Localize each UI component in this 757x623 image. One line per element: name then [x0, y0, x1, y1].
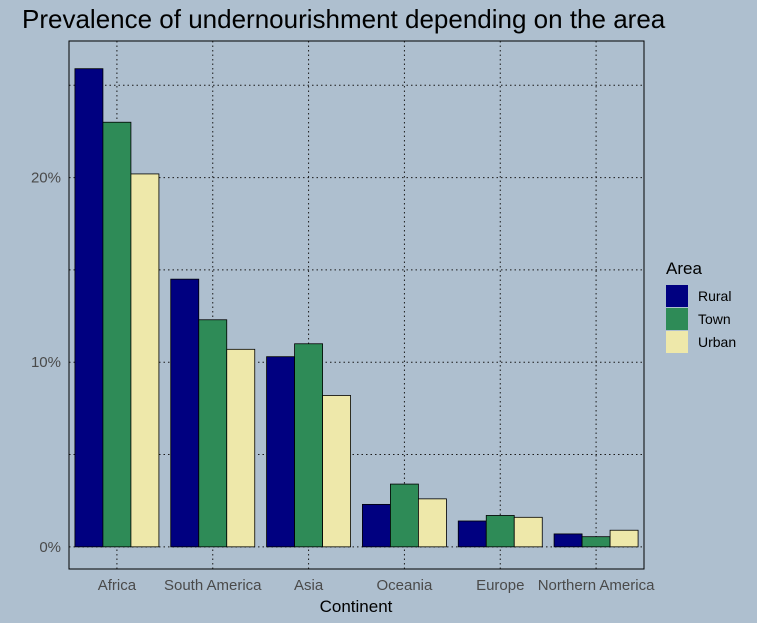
x-tick-label: Oceania	[376, 577, 433, 594]
plot-area: 0% 10% 20% Africa South America Asia Oceania Eu…	[31, 40, 655, 594]
bar-rural-asia	[266, 356, 295, 548]
bar-rural-northern-america	[553, 533, 583, 548]
y-tick-label: 20%	[31, 170, 61, 187]
x-tick-label: South America	[164, 577, 262, 594]
bar-rural-oceania	[362, 503, 391, 548]
x-tick-label: Africa	[98, 577, 137, 594]
legend: Area Rural Town Urban	[666, 259, 736, 353]
x-tick-label: Northern America	[538, 577, 655, 594]
legend-label-urban: Urban	[698, 334, 736, 350]
legend-key-town	[666, 308, 688, 330]
bar-urban-south-america	[226, 348, 256, 548]
bar-town-northern-america	[581, 536, 611, 548]
x-axis-title: Continent	[320, 597, 393, 616]
bar-urban-oceania	[418, 498, 447, 548]
bar-urban-northern-america	[609, 529, 639, 548]
legend-label-rural: Rural	[698, 288, 731, 304]
x-tick-label: Europe	[476, 577, 524, 594]
bar-town-asia	[294, 343, 323, 548]
bar-urban-europe	[513, 516, 543, 548]
bar-urban-asia	[322, 395, 351, 548]
bar-town-africa	[102, 121, 132, 548]
plot-border	[68, 40, 645, 570]
legend-title: Area	[666, 259, 702, 278]
legend-key-urban	[666, 331, 688, 353]
bar-town-europe	[485, 515, 515, 548]
y-tick-label: 10%	[31, 354, 61, 371]
y-tick-label: 0%	[39, 539, 61, 556]
bar-town-oceania	[390, 483, 419, 548]
x-tick-label: Asia	[294, 577, 324, 594]
bar-urban-africa	[130, 173, 160, 548]
bar-rural-south-america	[170, 278, 200, 548]
bar-town-south-america	[198, 319, 228, 548]
bar-rural-africa	[74, 68, 104, 548]
chart-title: Prevalence of undernourishment depending…	[22, 4, 666, 34]
bar-rural-europe	[457, 520, 487, 548]
legend-label-town: Town	[698, 311, 731, 327]
legend-key-rural	[666, 285, 688, 307]
